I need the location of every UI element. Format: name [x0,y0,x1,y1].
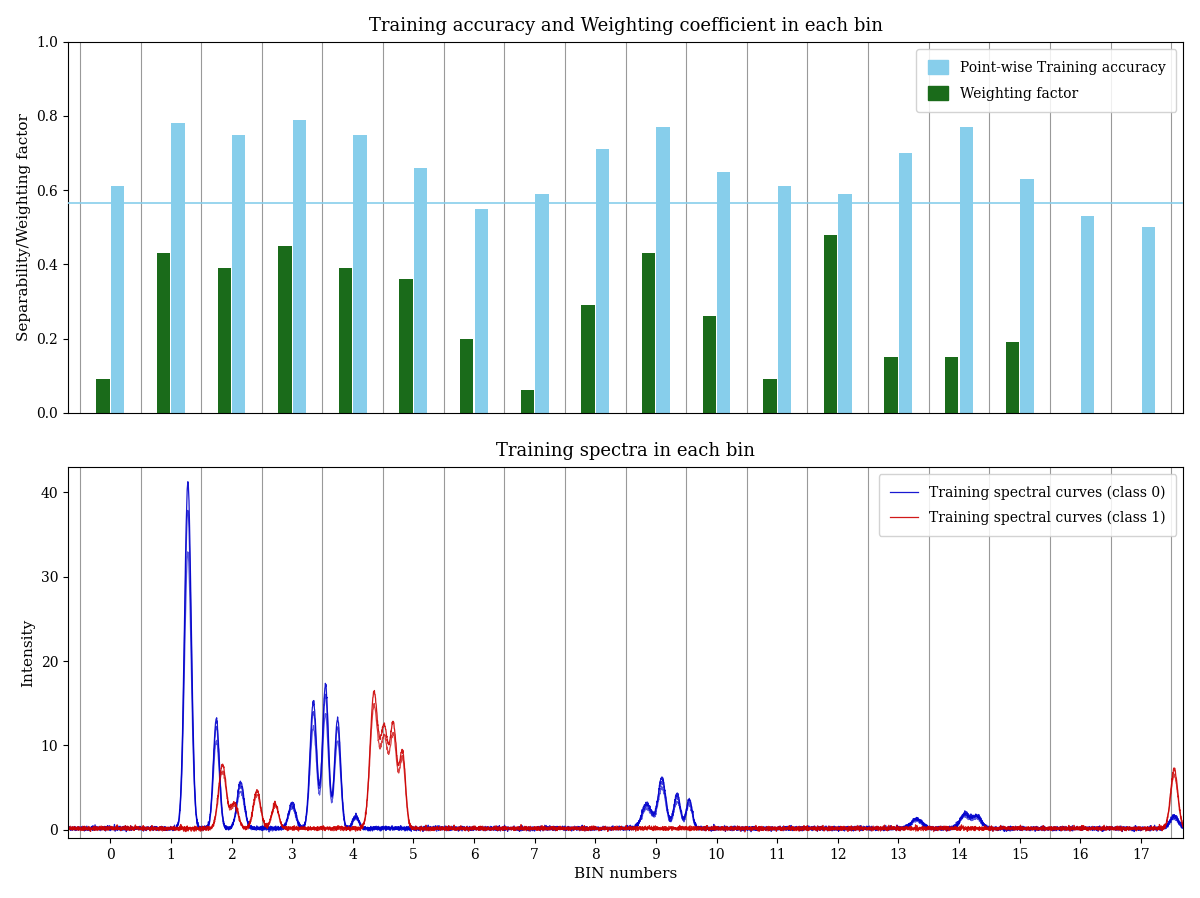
Line: Training spectral curves (class 1): Training spectral curves (class 1) [68,691,1183,832]
Training spectral curves (class 1) [367,685,382,696]
Line: Training spectral curves (class 0): Training spectral curves (class 0) [68,481,1183,832]
Bar [535,194,548,413]
Bar [778,187,791,413]
Bar [232,135,246,413]
Bar [172,123,185,413]
Training spectral curves (class 1) [179,826,193,837]
Bar [338,268,352,413]
Bar [946,357,959,413]
Bar [475,208,488,413]
Bar [839,194,852,413]
Training spectral curves (class 0) [1176,823,1190,833]
Training spectral curves (class 1) [264,812,278,823]
Bar [596,149,610,413]
Training spectral curves (class 0) [730,825,744,836]
Training spectral curves (class 0) [894,825,908,836]
Bar [960,128,973,413]
Training spectral curves (class 1) [786,822,800,832]
X-axis label: BIN numbers: BIN numbers [574,867,677,881]
Training spectral curves (class 0) [61,823,76,833]
Title: Training spectra in each bin: Training spectra in each bin [496,442,755,460]
Bar [1141,227,1154,413]
Bar [157,253,170,413]
Bar [293,119,306,413]
Bar [217,268,230,413]
Training spectral curves (class 0) [786,822,800,832]
Bar [581,305,595,413]
Y-axis label: Separability/Weighting factor: Separability/Weighting factor [17,113,31,341]
Bar [96,379,109,413]
Training spectral curves (class 1) [61,824,76,835]
Title: Training accuracy and Weighting coefficient in each bin: Training accuracy and Weighting coeffici… [368,17,882,35]
Training spectral curves (class 0) [978,820,992,831]
Bar [521,391,534,413]
Bar [353,135,367,413]
Bar [884,357,898,413]
Bar [718,172,731,413]
Bar [899,153,912,413]
Bar [414,168,427,413]
Y-axis label: Intensity: Intensity [20,619,35,687]
Legend: Training spectral curves (class 0), Training spectral curves (class 1): Training spectral curves (class 0), Trai… [878,474,1176,536]
Bar [642,253,655,413]
Legend: Point-wise Training accuracy, Weighting factor: Point-wise Training accuracy, Weighting … [917,48,1176,111]
Bar [460,339,474,413]
Training spectral curves (class 1) [487,823,502,833]
Training spectral curves (class 0) [264,823,278,834]
Bar [110,187,125,413]
Training spectral curves (class 1) [978,823,992,833]
Bar [763,379,776,413]
Bar [824,234,838,413]
Bar [656,128,670,413]
Bar [278,246,292,413]
Training spectral curves (class 1) [1176,820,1190,831]
Training spectral curves (class 1) [894,823,908,833]
Bar [1006,342,1019,413]
Training spectral curves (class 0) [181,476,196,487]
Training spectral curves (class 0) [119,826,133,837]
Training spectral curves (class 0) [487,823,502,833]
Bar [400,279,413,413]
Bar [1020,179,1033,413]
Bar [702,316,716,413]
Training spectral curves (class 1) [730,823,744,834]
Bar [1081,216,1094,413]
